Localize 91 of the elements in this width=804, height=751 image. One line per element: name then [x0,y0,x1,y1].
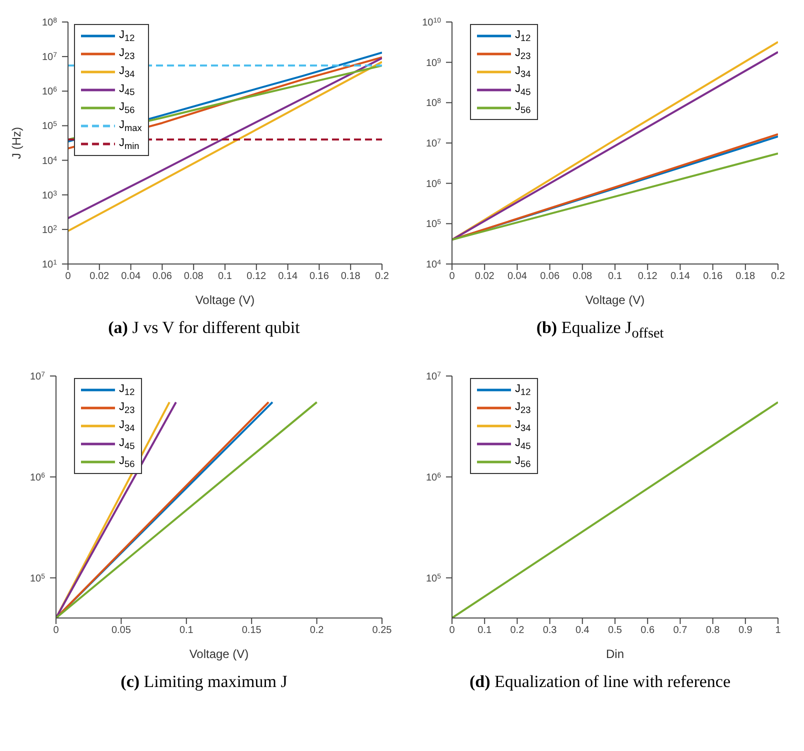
x-tick-label: 0.25 [372,625,392,636]
legend-label: J$_{34}$ [119,64,135,80]
text: (b) Equalize J$_{offset}$ [535,318,665,342]
x-tick-label: 0.16 [309,271,330,282]
x-tick-label: 0.1 [478,625,492,636]
y-axis-title: J (Hz) [9,127,24,159]
y-tick-label: 10$^{7}$ [30,371,46,382]
legend-label: J$_{56}$ [119,454,135,470]
legend-label: J$_{max}$ [119,118,142,134]
x-tick-label: 0.08 [184,271,204,282]
y-tick-label: 10$^{6}$ [426,472,442,484]
x-tick-label: 0 [53,625,60,636]
x-tick-label: 0.3 [542,625,558,636]
y-tick-label: 10$^{5}$ [426,572,442,584]
x-tick-label: 0.04 [507,271,528,282]
x-axis-title: Voltage (V) [195,293,255,307]
x-tick-label: 0.08 [572,271,593,282]
legend-label: J$_{12}$ [119,28,135,44]
legend-label: J$_{23}$ [515,400,531,416]
x-tick-label: 0.12 [246,271,267,282]
x-tick-label: 0.4 [575,625,590,636]
y-tick-label: 10$^{7}$ [426,138,442,150]
y-tick-label: 10$^{5}$ [30,572,46,584]
x-tick-label: 0.2 [310,625,324,636]
y-tick-label: 10$^{10}$ [422,17,442,28]
legend-label: J$_{34}$ [515,418,531,434]
x-tick-label: 0.05 [111,625,132,636]
text: (d) Equalization of line with reference [468,672,732,692]
y-tick-label: 10$^{4}$ [426,259,442,270]
legend-label: J$_{12}$ [515,382,531,398]
x-tick-label: 0.6 [640,625,655,636]
x-tick-label: 0.7 [673,625,688,636]
x-tick-label: 0.9 [738,625,753,636]
x-tick-label: 0.5 [608,625,622,636]
x-tick-label: 0.1 [179,625,194,636]
x-tick-label: 0.1 [608,271,622,282]
y-tick-label: 10$^{9}$ [426,57,442,69]
y-tick-label: 10$^{1}$ [42,259,58,270]
x-tick-label: 0.14 [670,271,690,282]
legend-label: J$_{23}$ [119,400,135,416]
y-tick-label: 10$^{8}$ [42,17,58,28]
x-tick-label: 0.04 [121,271,141,282]
legend-label: J$_{23}$ [119,46,135,62]
x-tick-label: 0.1 [218,271,232,282]
x-tick-label: 0.15 [242,625,262,636]
legend-label: J$_{min}$ [119,136,140,152]
legend-label: J$_{56}$ [119,100,135,116]
x-tick-label: 0.14 [278,271,298,282]
legend-label: J$_{23}$ [515,46,531,62]
legend-label: J$_{34}$ [119,418,135,434]
x-tick-label: 0.18 [340,271,361,282]
y-tick-label: 10$^{5}$ [426,218,442,230]
legend-label: J$_{56}$ [515,100,531,116]
x-tick-label: 0.12 [638,271,658,282]
legend-label: J$_{45}$ [515,82,531,98]
text: (a) J vs V for different qubit [107,318,301,338]
x-tick-label: 0.2 [771,271,786,282]
x-tick-label: 0 [449,625,456,636]
legend-label: J$_{56}$ [515,454,531,470]
x-tick-label: 0.16 [703,271,723,282]
x-tick-label: 0.06 [152,271,172,282]
x-tick-label: 0.06 [540,271,560,282]
x-axis-title: Voltage (V) [585,293,645,307]
x-tick-label: 0.2 [510,625,525,636]
x-tick-label: 0.2 [375,271,390,282]
legend-label: J$_{12}$ [119,382,135,398]
x-axis-title: Voltage (V) [189,647,249,661]
text: (c) Limiting maximum J [120,672,288,692]
x-tick-label: 0 [65,271,72,282]
legend-label: J$_{45}$ [515,436,531,452]
x-tick-label: 0.02 [90,271,110,282]
y-tick-label: 10$^{6}$ [42,86,58,98]
x-tick-label: 0.18 [736,271,756,282]
legend-label: J$_{45}$ [119,82,135,98]
y-tick-label: 10$^{8}$ [426,98,442,110]
y-tick-label: 10$^{2}$ [42,224,58,236]
y-tick-label: 10$^{3}$ [42,190,58,202]
y-tick-label: 10$^{7}$ [426,371,442,382]
y-tick-label: 10$^{6}$ [426,178,442,190]
x-tick-label: 1 [775,625,782,636]
x-tick-label: 0 [449,271,456,282]
x-axis-title: Din [606,647,624,661]
legend-label: J$_{45}$ [119,436,135,452]
x-tick-label: 0.02 [474,271,495,282]
y-tick-label: 10$^{7}$ [42,52,58,64]
y-tick-label: 10$^{5}$ [42,120,58,132]
legend-label: J$_{34}$ [515,64,531,80]
y-tick-label: 10$^{6}$ [30,472,46,484]
legend-label: J$_{12}$ [515,28,531,44]
y-tick-label: 10$^{4}$ [42,155,58,167]
x-tick-label: 0.8 [706,625,720,636]
